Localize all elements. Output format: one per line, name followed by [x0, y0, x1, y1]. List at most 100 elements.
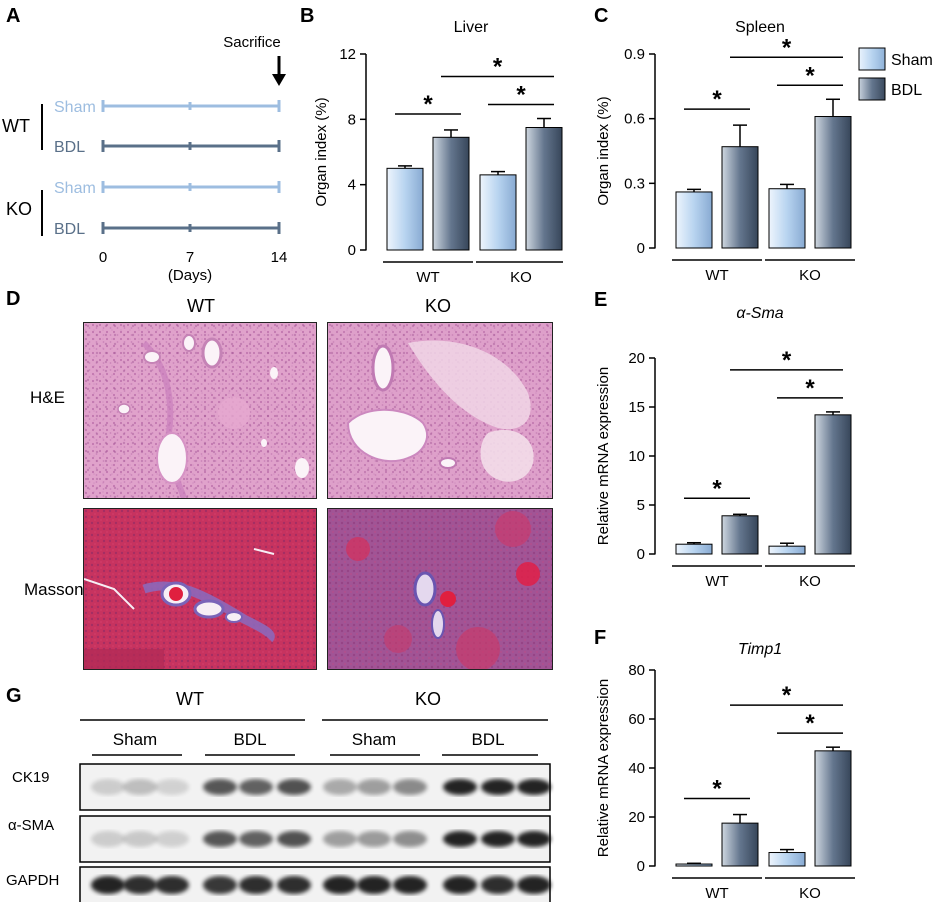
- blot-band: [393, 876, 427, 894]
- row-label: BDL: [54, 221, 85, 238]
- significance-star: *: [712, 475, 722, 502]
- blot-band: [155, 779, 189, 795]
- panel-letter-g: G: [6, 685, 22, 707]
- y-tick-label: 0: [637, 240, 645, 257]
- blot-condition-wt-bdl: BDL: [233, 730, 266, 749]
- bar-ko-bdl: [814, 414, 852, 555]
- group-label-wt: WT: [705, 573, 728, 588]
- blot-band: [277, 831, 311, 847]
- bar-ko-sham: [768, 188, 806, 249]
- sacrifice-arrow-icon: [272, 56, 286, 86]
- y-tick-label: 60: [628, 711, 645, 728]
- blot-band: [155, 876, 189, 894]
- blot-condition-ko-bdl: BDL: [471, 730, 504, 749]
- bar-wt-sham: [675, 543, 713, 555]
- y-tick-label: 10: [628, 448, 645, 465]
- blot-strip-a-sma: [79, 815, 551, 863]
- bar-wt-sham: [386, 167, 424, 251]
- significance-star: *: [782, 34, 792, 61]
- blot-strip-ck19: [79, 763, 551, 811]
- legend-label-sham: Sham: [891, 52, 933, 69]
- blot-band: [239, 876, 273, 894]
- group-label-ko: KO: [799, 267, 821, 284]
- chart-title: α-Sma: [736, 305, 783, 322]
- y-tick-label: 15: [628, 399, 645, 416]
- bar-ko-bdl: [814, 750, 852, 867]
- y-tick-label: 0.6: [624, 111, 645, 128]
- blot-band: [481, 831, 515, 847]
- group-label-ko: KO: [510, 269, 532, 286]
- blot-band: [443, 876, 477, 894]
- blot-band: [323, 831, 357, 847]
- row-label: Sham: [54, 99, 96, 116]
- blot-band: [91, 831, 125, 847]
- panel-a-timeline: A Sacrifice WT KO Sham BDL Sham BDL 0 7: [2, 5, 288, 284]
- y-axis-label: Relative mRNA expression: [595, 679, 612, 857]
- blot-band: [443, 831, 477, 847]
- significance-star: *: [516, 82, 526, 109]
- bar-ko-bdl: [525, 127, 563, 251]
- significance-star: *: [712, 86, 722, 113]
- group-label-ko: KO: [799, 573, 821, 588]
- y-tick-label: 0: [637, 546, 645, 563]
- panel-letter-d: D: [6, 288, 21, 310]
- blot-band: [91, 779, 125, 795]
- genotype-label-wt: WT: [2, 116, 30, 136]
- panel-letter-a: A: [6, 5, 20, 27]
- significance-star: *: [805, 375, 815, 402]
- group-label-ko: KO: [799, 885, 821, 902]
- bar-ko-sham: [479, 174, 517, 251]
- genotype-label-ko: KO: [6, 199, 32, 219]
- timeline-ko-sham: Sham: [54, 180, 281, 197]
- tick-day-7: 7: [186, 249, 194, 266]
- blot-band: [203, 831, 237, 847]
- panel-letter-c: C: [594, 5, 608, 27]
- blot-band: [123, 779, 157, 795]
- blot-band: [443, 779, 477, 795]
- y-tick-label: 8: [348, 111, 356, 128]
- bar-wt-bdl: [721, 822, 759, 867]
- blot-band: [517, 876, 551, 894]
- row-label: BDL: [54, 139, 85, 156]
- legend-swatch-sham: [858, 47, 886, 71]
- legend-swatch-bdl: [858, 77, 886, 101]
- x-axis-label-days: (Days): [168, 267, 212, 284]
- bar-ko-sham: [768, 852, 806, 867]
- bar-wt-bdl: [432, 136, 470, 251]
- chart-a-sma-expression: E α-Sma Relative mRNA expression 0 5 10 15 20 W…: [594, 289, 855, 588]
- bar-wt-bdl: [721, 515, 759, 555]
- significance-star: *: [805, 710, 815, 737]
- chart-title: Liver: [454, 19, 489, 36]
- blot-band: [393, 831, 427, 847]
- tick-day-0: 0: [99, 249, 107, 266]
- y-tick-label: 20: [628, 350, 645, 367]
- he-stain-image-wt: [83, 322, 317, 499]
- column-label-wt: WT: [187, 296, 215, 316]
- blot-condition-ko-sham: Sham: [352, 730, 396, 749]
- masson-stain-image-wt: [83, 508, 317, 670]
- group-label-wt: WT: [705, 885, 728, 902]
- panel-letter-b: B: [300, 5, 314, 27]
- chart-title: Timp1: [738, 641, 782, 658]
- panel-letter-e: E: [594, 289, 607, 311]
- blot-genotype-wt: WT: [176, 689, 204, 709]
- sacrifice-label: Sacrifice: [223, 34, 281, 51]
- chart-liver-organ-index: B Liver Organ index (%) 0 4 8 12 WT KO * * *: [300, 5, 563, 286]
- chart-timp1-expression: F Timp1 Relative mRNA expression 0 20 40 60 80…: [594, 627, 855, 902]
- tick-day-14: 14: [271, 249, 288, 266]
- blot-band: [91, 876, 125, 894]
- significance-star: *: [712, 776, 722, 803]
- row-label-he: H&E: [30, 388, 65, 407]
- significance-star: *: [782, 682, 792, 709]
- legend-label-bdl: BDL: [891, 82, 922, 99]
- blot-band: [357, 779, 391, 795]
- y-axis-label: Organ index (%): [313, 97, 330, 206]
- blot-band: [239, 831, 273, 847]
- protein-label-a-sma: α-SMA: [8, 817, 54, 834]
- y-tick-label: 4: [348, 177, 356, 194]
- blot-band: [277, 876, 311, 894]
- blot-band: [323, 779, 357, 795]
- y-axis-label: Relative mRNA expression: [595, 367, 612, 545]
- y-tick-label: 5: [637, 497, 645, 514]
- blot-band: [203, 779, 237, 795]
